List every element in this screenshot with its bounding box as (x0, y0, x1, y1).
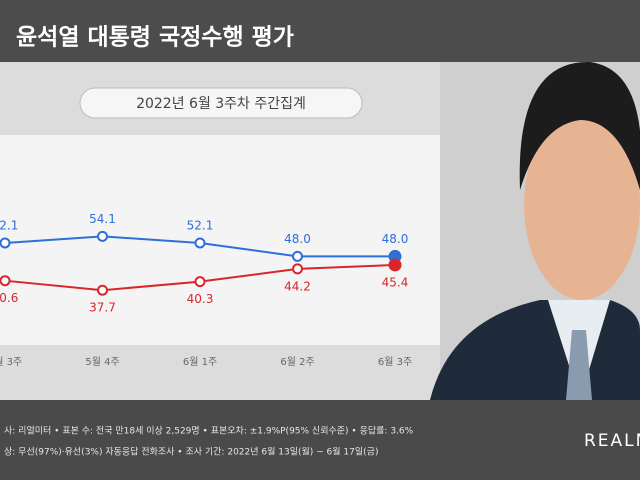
marker (388, 258, 402, 272)
value-label: 54.1 (89, 212, 116, 226)
x-tick-label: 6월 1주 (183, 356, 217, 368)
value-label: 48.0 (284, 232, 311, 246)
chart-title: 윤석열 대통령 국정수행 평가 (16, 25, 294, 51)
title-band (0, 0, 640, 62)
value-label: 45.4 (382, 275, 409, 289)
marker (97, 230, 108, 242)
footer (0, 400, 640, 480)
footnote: 상: 무선(97%)·유선(3%) 자동응답 전화조사 • 조사 기간: 202… (4, 446, 378, 458)
value-label: 40.6 (0, 291, 18, 305)
value-label: 44.2 (284, 279, 311, 293)
x-tick-label: 5월 3주 (0, 356, 22, 368)
marker (0, 275, 11, 287)
portrait (430, 61, 640, 400)
value-label: 37.7 (89, 301, 116, 315)
x-tick-label: 6월 2주 (280, 356, 314, 368)
value-label: 52.1 (0, 218, 18, 232)
footnote: 사: 리얼미터 • 표본 수: 전국 만18세 이상 2,529명 • 표본오차… (4, 425, 414, 437)
tie (566, 330, 592, 400)
plot-area (0, 135, 495, 345)
brand: REALMETER (584, 431, 640, 451)
subtitle-pill (79, 87, 363, 119)
value-label: 40.3 (187, 292, 214, 306)
x-tick-label: 5월 4주 (85, 356, 119, 368)
marker (292, 250, 303, 262)
value-label: 48.0 (382, 232, 409, 246)
chart-subtitle: 2022년 6월 3주차 주간집계 (136, 96, 306, 112)
marker (194, 276, 206, 288)
marker (194, 237, 206, 249)
value-label: 52.1 (187, 218, 214, 232)
face (524, 110, 640, 300)
hair (519, 61, 640, 190)
x-tick-label: 6월 3주 (378, 356, 412, 368)
marker (292, 263, 303, 275)
marker (0, 237, 11, 249)
marker (97, 284, 108, 296)
